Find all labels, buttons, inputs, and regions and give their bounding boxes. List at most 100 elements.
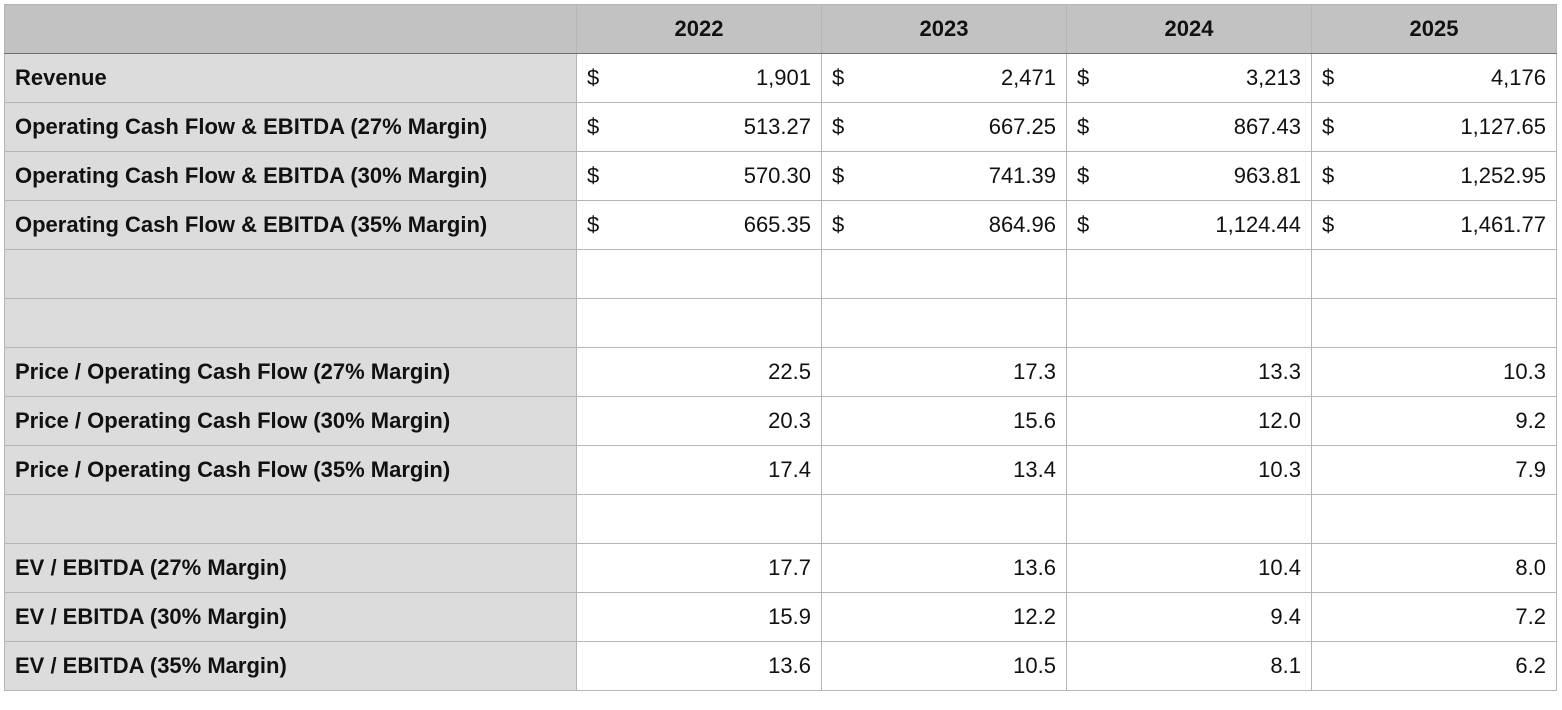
money-cell: $4,176 xyxy=(1311,53,1557,103)
blank-cell xyxy=(1066,494,1312,544)
blank-cell xyxy=(821,249,1067,299)
blank-cell xyxy=(1066,249,1312,299)
money: $1,127.65 xyxy=(1322,114,1546,140)
cell-value: 13.6 xyxy=(821,543,1067,593)
cell-value: 12.0 xyxy=(1066,396,1312,446)
data-row: Price / Operating Cash Flow (27% Margin)… xyxy=(4,347,1557,397)
money-cell: $864.96 xyxy=(821,200,1067,250)
money: $1,461.77 xyxy=(1322,212,1546,238)
money: $867.43 xyxy=(1077,114,1301,140)
blank-cell xyxy=(821,298,1067,348)
currency-symbol: $ xyxy=(1077,65,1090,90)
year-header: 2022 xyxy=(576,4,822,54)
row-label: EV / EBITDA (27% Margin) xyxy=(4,543,577,593)
money-cell: $2,471 xyxy=(821,53,1067,103)
currency-symbol: $ xyxy=(832,212,845,237)
currency-symbol: $ xyxy=(1322,65,1335,90)
money: $741.39 xyxy=(832,163,1056,189)
year-header: 2025 xyxy=(1311,4,1557,54)
cell-value: 1,127.65 xyxy=(1460,114,1546,139)
currency-symbol: $ xyxy=(1077,163,1090,188)
data-row: Operating Cash Flow & EBITDA (35% Margin… xyxy=(4,200,1557,250)
blank-cell xyxy=(1311,249,1557,299)
money-cell: $1,124.44 xyxy=(1066,200,1312,250)
cell-value: 513.27 xyxy=(743,114,811,139)
cell-value: 7.2 xyxy=(1311,592,1557,642)
cell-value: 1,124.44 xyxy=(1215,212,1301,237)
money-cell: $1,461.77 xyxy=(1311,200,1557,250)
money: $513.27 xyxy=(587,114,811,140)
currency-symbol: $ xyxy=(1077,212,1090,237)
blank-cell xyxy=(576,494,822,544)
spreadsheet: 2022 2023 2024 2025 Revenue $1,901 $2,471 $3,21… xyxy=(4,4,1557,691)
currency-symbol: $ xyxy=(587,212,600,237)
currency-symbol: $ xyxy=(587,65,600,90)
money-cell: $1,901 xyxy=(576,53,822,103)
row-label: Price / Operating Cash Flow (35% Margin) xyxy=(4,445,577,495)
cell-value: 667.25 xyxy=(988,114,1056,139)
currency-symbol: $ xyxy=(1322,114,1335,139)
currency-symbol: $ xyxy=(832,163,845,188)
cell-value: 963.81 xyxy=(1233,163,1301,188)
cell-value: 15.9 xyxy=(576,592,822,642)
currency-symbol: $ xyxy=(587,163,600,188)
blank-row xyxy=(4,249,1557,299)
data-row: EV / EBITDA (30% Margin) 15.9 12.2 9.4 7.2 xyxy=(4,592,1557,642)
row-label: EV / EBITDA (35% Margin) xyxy=(4,641,577,691)
row-label: Price / Operating Cash Flow (30% Margin) xyxy=(4,396,577,446)
cell-value: 10.3 xyxy=(1311,347,1557,397)
data-row: Price / Operating Cash Flow (35% Margin)… xyxy=(4,445,1557,495)
cell-value: 15.6 xyxy=(821,396,1067,446)
blank-cell xyxy=(576,298,822,348)
data-row: EV / EBITDA (35% Margin) 13.6 10.5 8.1 6.2 xyxy=(4,641,1557,691)
data-row: Price / Operating Cash Flow (30% Margin)… xyxy=(4,396,1557,446)
cell-value: 867.43 xyxy=(1233,114,1301,139)
currency-symbol: $ xyxy=(1322,163,1335,188)
cell-value: 10.4 xyxy=(1066,543,1312,593)
cell-value: 22.5 xyxy=(576,347,822,397)
blank-cell xyxy=(576,249,822,299)
data-row: Revenue $1,901 $2,471 $3,213 $4,176 xyxy=(4,53,1557,103)
cell-value: 1,461.77 xyxy=(1460,212,1546,237)
cell-value: 17.4 xyxy=(576,445,822,495)
money: $1,124.44 xyxy=(1077,212,1301,238)
currency-symbol: $ xyxy=(832,114,845,139)
row-label: EV / EBITDA (30% Margin) xyxy=(4,592,577,642)
cell-value: 10.3 xyxy=(1066,445,1312,495)
currency-symbol: $ xyxy=(587,114,600,139)
money: $2,471 xyxy=(832,65,1056,91)
table-body: 2022 2023 2024 2025 Revenue $1,901 $2,471 $3,21… xyxy=(4,4,1557,691)
cell-value: 7.9 xyxy=(1311,445,1557,495)
cell-value: 12.2 xyxy=(821,592,1067,642)
cell-value: 741.39 xyxy=(988,163,1056,188)
cell-value: 20.3 xyxy=(576,396,822,446)
cell-value: 4,176 xyxy=(1490,65,1546,90)
data-row: EV / EBITDA (27% Margin) 17.7 13.6 10.4 8.0 xyxy=(4,543,1557,593)
row-label: Revenue xyxy=(4,53,577,103)
cell-value: 17.3 xyxy=(821,347,1067,397)
money: $1,252.95 xyxy=(1322,163,1546,189)
money-cell: $1,127.65 xyxy=(1311,102,1557,152)
cell-value: 1,901 xyxy=(755,65,811,90)
currency-symbol: $ xyxy=(1077,114,1090,139)
cell-value: 9.4 xyxy=(1066,592,1312,642)
money-cell: $665.35 xyxy=(576,200,822,250)
money-cell: $513.27 xyxy=(576,102,822,152)
money: $4,176 xyxy=(1322,65,1546,91)
cell-value: 864.96 xyxy=(988,212,1056,237)
money-cell: $741.39 xyxy=(821,151,1067,201)
cell-value: 13.4 xyxy=(821,445,1067,495)
year-header: 2023 xyxy=(821,4,1067,54)
year-header: 2024 xyxy=(1066,4,1312,54)
cell-value: 2,471 xyxy=(1000,65,1056,90)
money: $864.96 xyxy=(832,212,1056,238)
money: $3,213 xyxy=(1077,65,1301,91)
blank-cell xyxy=(821,494,1067,544)
cell-value: 570.30 xyxy=(743,163,811,188)
money: $963.81 xyxy=(1077,163,1301,189)
cell-value: 3,213 xyxy=(1245,65,1301,90)
cell-value: 13.6 xyxy=(576,641,822,691)
blank-row xyxy=(4,298,1557,348)
blank-cell xyxy=(4,249,577,299)
